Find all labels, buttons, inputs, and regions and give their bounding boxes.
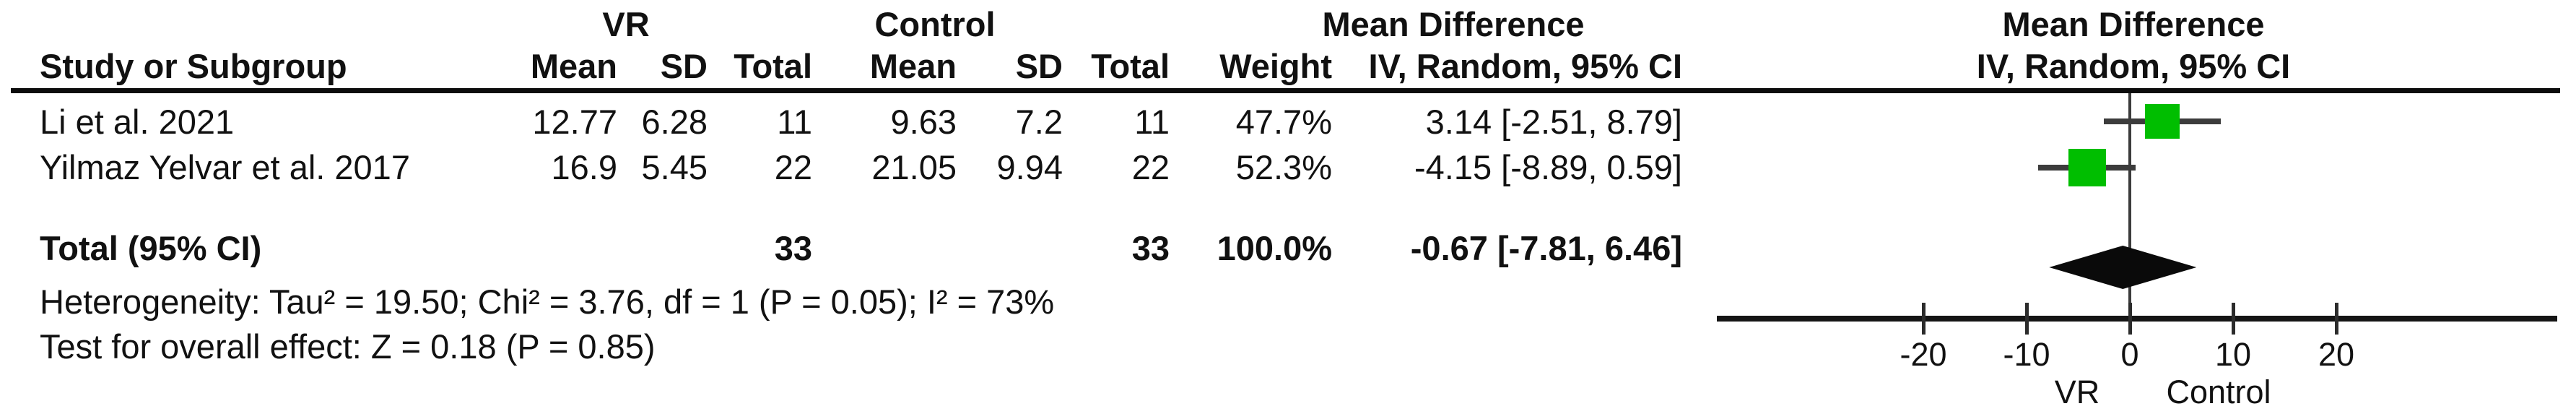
ctl-sd-value: 7.2 bbox=[1015, 103, 1063, 141]
axis-tick bbox=[2025, 303, 2029, 335]
ci-value: -4.15 [-8.89, 0.59] bbox=[1414, 148, 1682, 186]
group-header-control: Control bbox=[874, 5, 996, 43]
study-name: Yilmaz Yelvar et al. 2017 bbox=[40, 148, 410, 186]
heterogeneity-text: Heterogeneity: Tau² = 19.50; Chi² = 3.76… bbox=[40, 283, 1055, 321]
col-header-weight: Weight bbox=[1219, 47, 1332, 85]
axis-right-label: Control bbox=[2166, 374, 2271, 410]
summary-diamond bbox=[2049, 246, 2197, 289]
axis-tick bbox=[2232, 303, 2235, 335]
zero-line bbox=[2128, 93, 2131, 319]
col-header-ctl-sd: SD bbox=[1015, 47, 1063, 85]
study-marker bbox=[2068, 149, 2106, 186]
col-header-vr-mean: Mean bbox=[530, 47, 617, 85]
weight-value: 52.3% bbox=[1235, 148, 1332, 186]
col-header-ctl-mean: Mean bbox=[869, 47, 957, 85]
axis-tick-label: -20 bbox=[1900, 336, 1947, 373]
total-vr-total: 33 bbox=[774, 229, 812, 267]
col-header-vr-sd: SD bbox=[660, 47, 708, 85]
group-header-vr: VR bbox=[602, 5, 650, 43]
ctl-total-value: 22 bbox=[1131, 148, 1170, 186]
col-header-study: Study or Subgroup bbox=[40, 47, 347, 85]
vr-sd-value: 5.45 bbox=[641, 148, 708, 186]
col-header-ci: IV, Random, 95% CI bbox=[1368, 47, 1682, 85]
weight-value: 47.7% bbox=[1235, 103, 1332, 141]
axis-tick bbox=[2335, 303, 2338, 335]
axis-left-label: VR bbox=[2054, 374, 2100, 410]
study-name: Li et al. 2021 bbox=[40, 103, 235, 141]
vr-mean-value: 16.9 bbox=[551, 148, 617, 186]
total-weight: 100.0% bbox=[1217, 229, 1332, 267]
group-header-mean-difference-plot: Mean Difference bbox=[2002, 5, 2265, 43]
vr-total-value: 11 bbox=[777, 103, 812, 141]
vr-mean-value: 12.77 bbox=[532, 103, 617, 141]
study-marker bbox=[2144, 104, 2180, 139]
vr-total-value: 22 bbox=[774, 148, 812, 186]
axis-tick bbox=[2128, 303, 2132, 335]
overall-effect-text: Test for overall effect: Z = 0.18 (P = 0… bbox=[40, 327, 656, 366]
ctl-mean-value: 9.63 bbox=[890, 103, 957, 141]
axis-tick bbox=[1922, 303, 1926, 335]
axis-line bbox=[1717, 316, 2557, 322]
ctl-sd-value: 9.94 bbox=[996, 148, 1063, 186]
group-header-mean-difference: Mean Difference bbox=[1322, 5, 1585, 43]
ci-value: 3.14 [-2.51, 8.79] bbox=[1425, 103, 1682, 141]
vr-sd-value: 6.28 bbox=[641, 103, 708, 141]
col-header-ctl-total: Total bbox=[1091, 47, 1170, 85]
axis-tick-label: 0 bbox=[2120, 336, 2139, 373]
col-header-ci-plot: IV, Random, 95% CI bbox=[1976, 47, 2291, 85]
ctl-mean-value: 21.05 bbox=[871, 148, 957, 186]
col-header-vr-total: Total bbox=[734, 47, 812, 85]
header-divider-line bbox=[11, 88, 2560, 93]
axis-tick-label: 20 bbox=[2318, 336, 2355, 373]
axis-tick-label: 10 bbox=[2214, 336, 2252, 373]
total-ci: -0.67 [-7.81, 6.46] bbox=[1410, 229, 1682, 267]
total-ctl-total: 33 bbox=[1131, 229, 1170, 267]
total-label: Total (95% CI) bbox=[40, 229, 262, 267]
axis-tick-label: -10 bbox=[2003, 336, 2050, 373]
ctl-total-value: 11 bbox=[1134, 103, 1170, 141]
